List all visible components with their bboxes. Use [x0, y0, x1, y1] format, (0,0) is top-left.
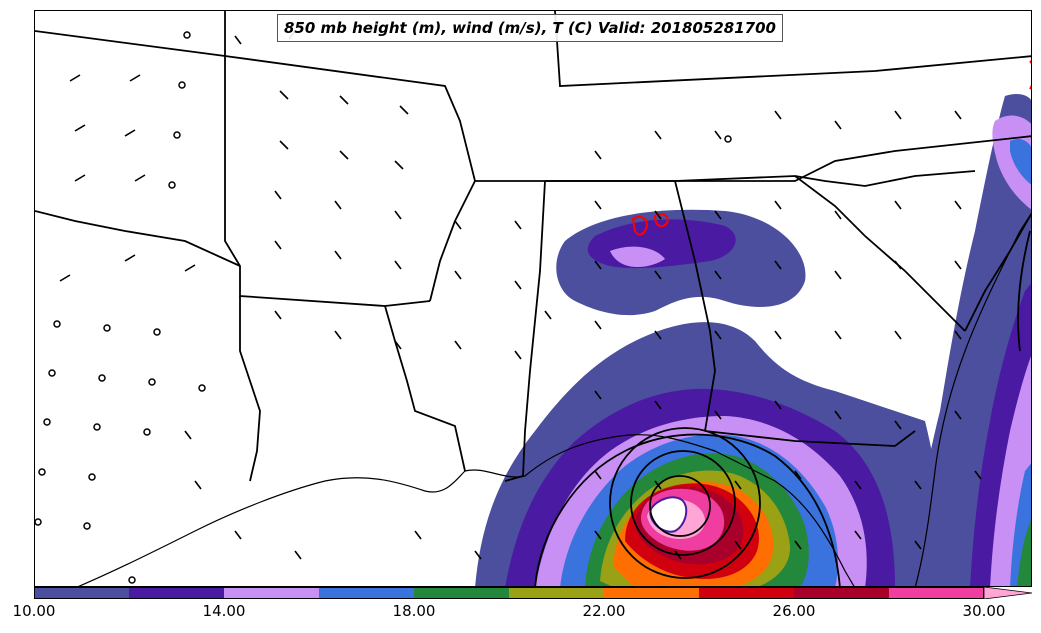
colorbar-segment: [604, 587, 699, 599]
colorbar-tick-label: 10.00: [12, 602, 56, 620]
colorbar-segment: [794, 587, 889, 599]
colorbar: [34, 587, 1032, 599]
map-canvas: [35, 11, 1031, 586]
colorbar-tick-label: 18.00: [392, 602, 436, 620]
coastline: [78, 212, 1031, 586]
wind-shading: [475, 60, 1031, 586]
map-panel: [34, 10, 1032, 587]
colorbar-segment: [129, 587, 224, 599]
colorbar-extend-arrow: [983, 587, 1032, 599]
height-contours: [534, 230, 1031, 586]
colorbar-tick-label: 30.00: [962, 602, 1006, 620]
state-boundaries: [35, 11, 1031, 482]
colorbar-segment: [889, 587, 984, 599]
colorbar-tick-label: 14.00: [202, 602, 246, 620]
colorbar-segment: [699, 587, 794, 599]
colorbar-tick-label: 22.00: [582, 602, 626, 620]
colorbar-segment: [509, 587, 604, 599]
colorbar-segment: [319, 587, 414, 599]
map-title: 850 mb height (m), wind (m/s), T (C) Val…: [277, 14, 783, 42]
colorbar-segment: [34, 587, 129, 599]
colorbar-border: [34, 587, 984, 599]
wind-barbs: [59, 30, 982, 560]
calm-wind-circles: [35, 31, 732, 584]
colorbar-segment: [224, 587, 319, 599]
colorbar-tick-label: 26.00: [772, 602, 816, 620]
colorbar-segment: [414, 587, 509, 599]
colorbar-segments: [34, 587, 1032, 599]
